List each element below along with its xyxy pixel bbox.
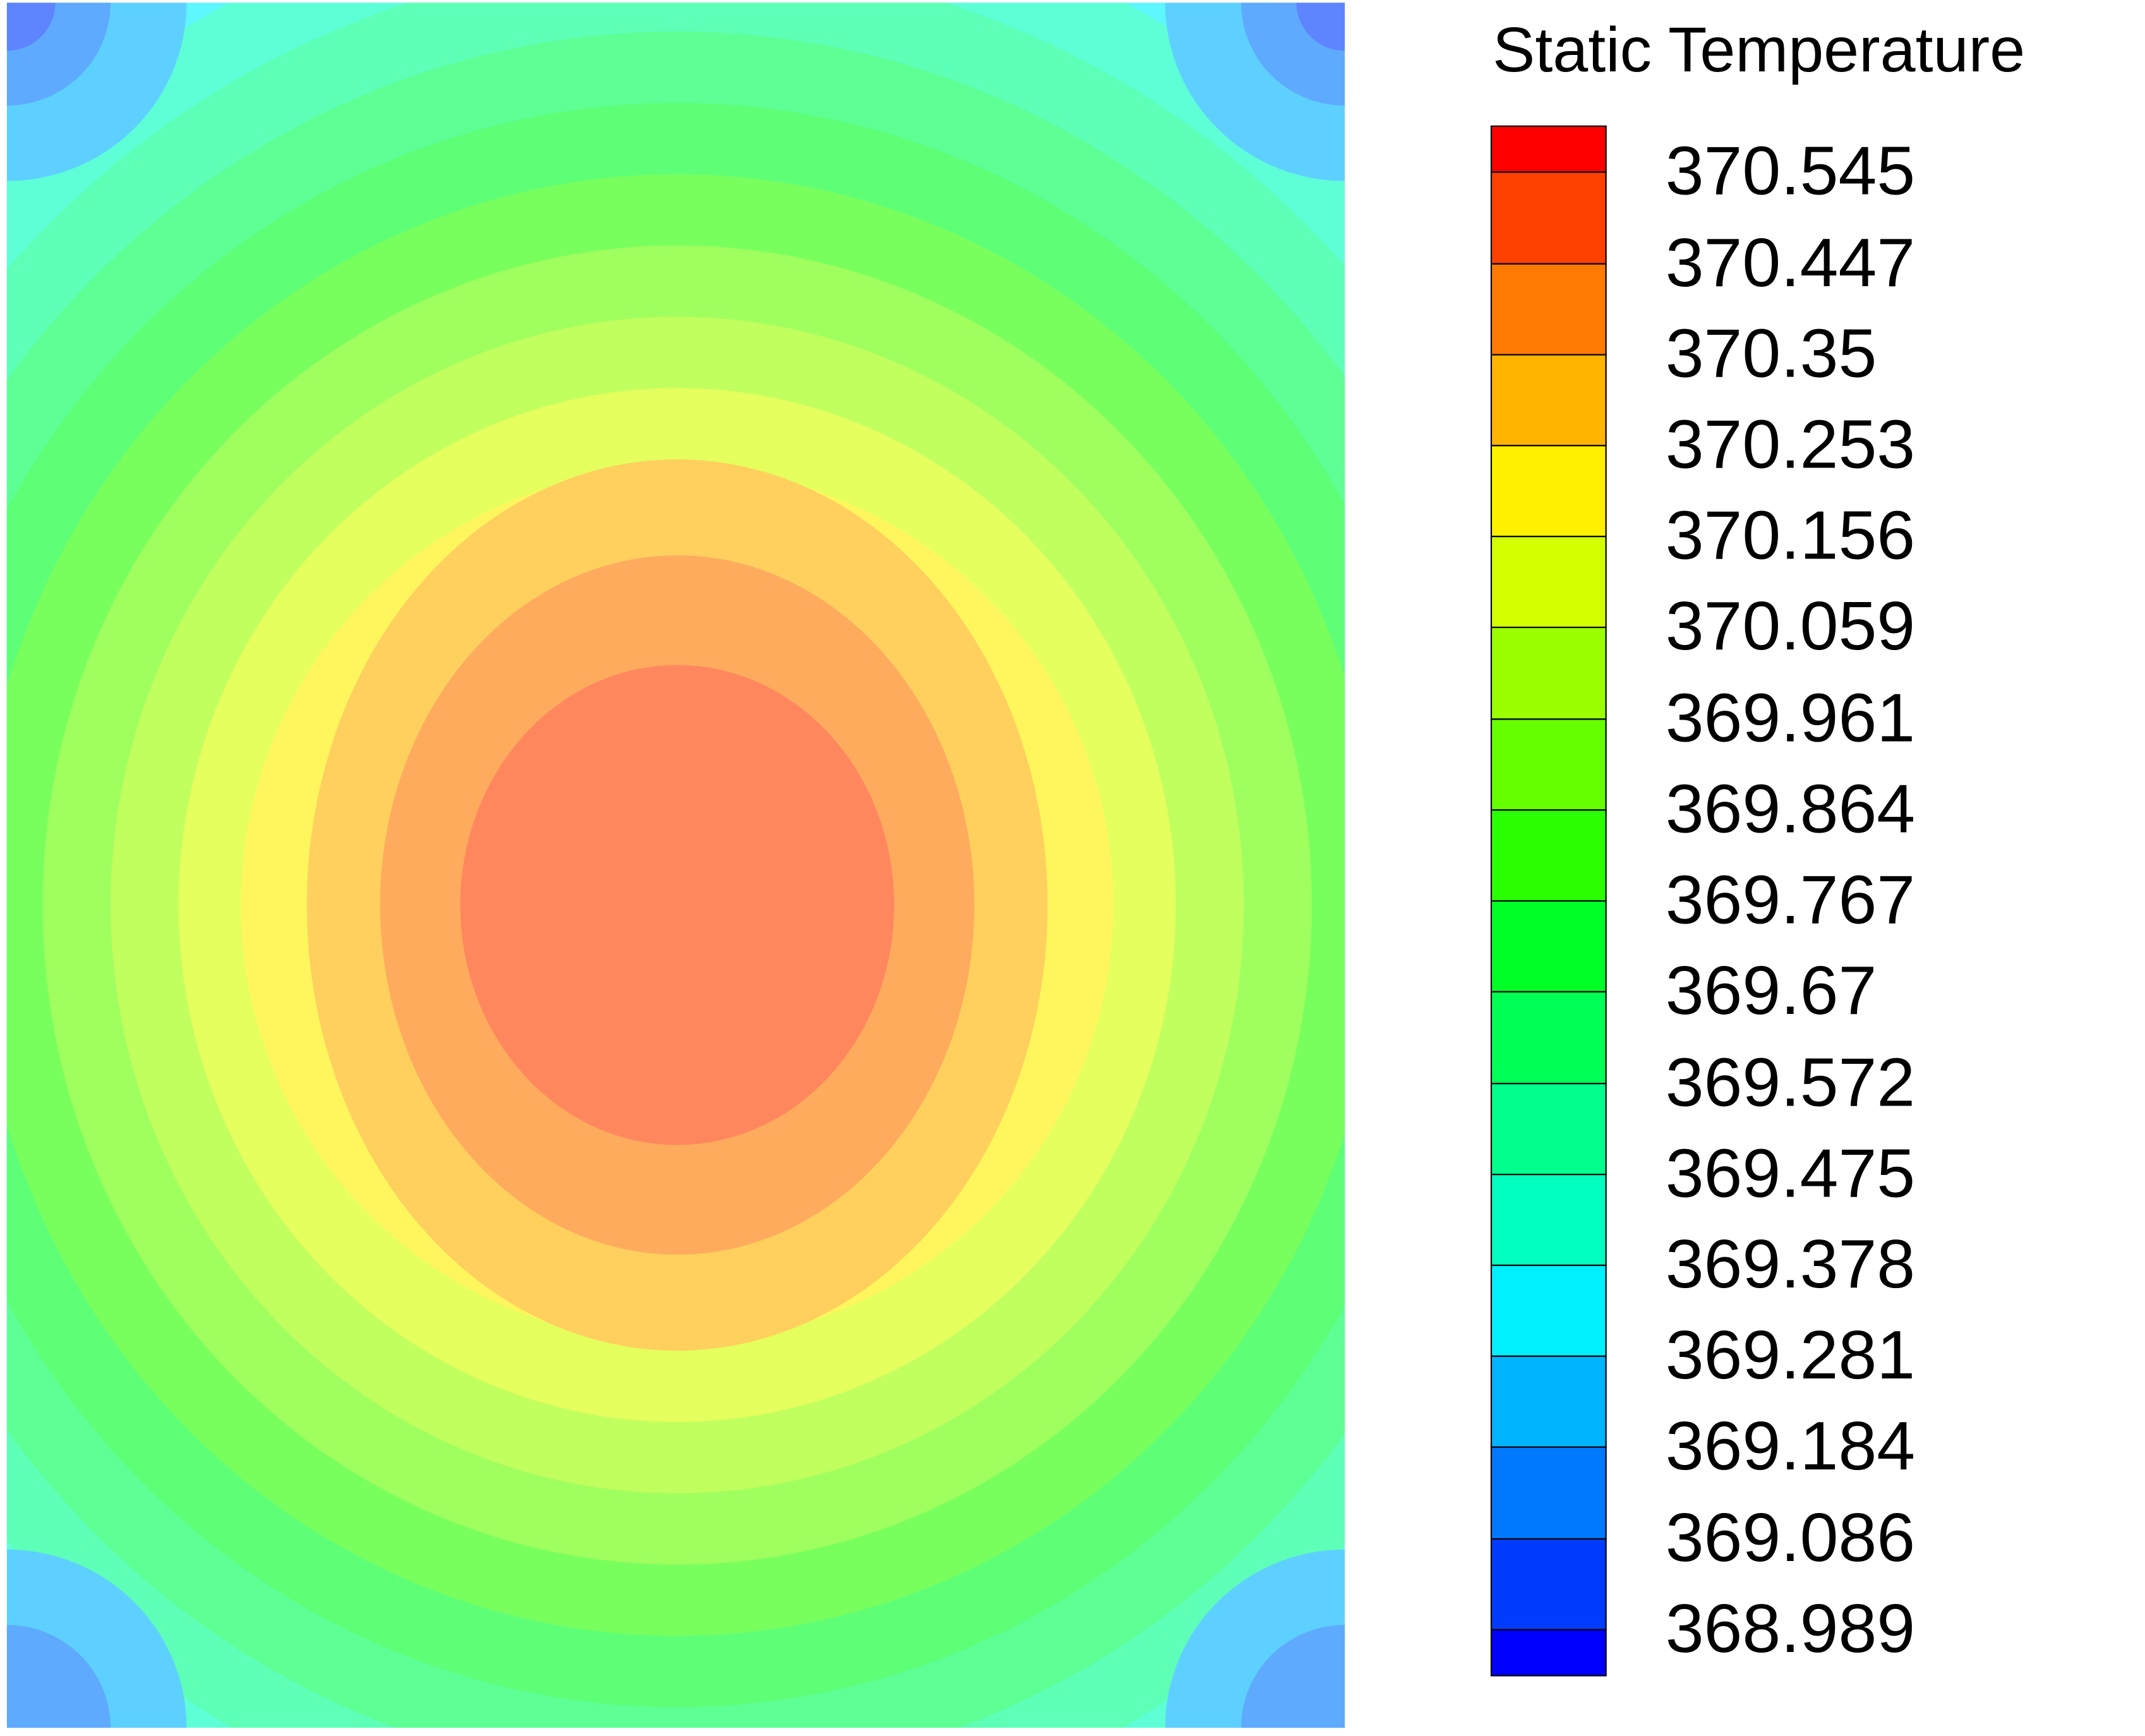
colorbar-segment bbox=[1490, 900, 1607, 993]
colorbar-segment bbox=[1490, 125, 1607, 173]
colorbar-tick-label: 369.281 bbox=[1666, 1317, 1915, 1394]
contour-band bbox=[1241, 1625, 1345, 1728]
contour-band bbox=[460, 665, 894, 1145]
colorbar-segment bbox=[1490, 171, 1607, 265]
colorbar-tick-label: 369.864 bbox=[1666, 771, 1915, 848]
colorbar-segment bbox=[1490, 1355, 1607, 1448]
colorbar-segment bbox=[1490, 1083, 1607, 1176]
colorbar-segment bbox=[1490, 263, 1607, 356]
contour-band bbox=[6, 1625, 111, 1728]
colorbar-tick-label: 369.961 bbox=[1666, 680, 1915, 757]
colorbar-tick-label: 369.184 bbox=[1666, 1407, 1915, 1485]
colorbar-segment bbox=[1490, 1174, 1607, 1267]
colorbar-tick-label: 369.767 bbox=[1666, 862, 1915, 939]
colorbar-segment bbox=[1490, 809, 1607, 902]
contour-field bbox=[6, 3, 1345, 1728]
colorbar-tick-label: 370.156 bbox=[1666, 497, 1915, 574]
colorbar-tick-label: 369.572 bbox=[1666, 1044, 1915, 1121]
colorbar-segment bbox=[1490, 991, 1607, 1085]
colorbar-tick-label: 370.253 bbox=[1666, 406, 1915, 483]
colorbar-segment bbox=[1490, 718, 1607, 811]
colorbar-tick-label: 370.059 bbox=[1666, 588, 1915, 665]
colorbar-segment bbox=[1490, 354, 1607, 447]
contour-band bbox=[6, 3, 56, 51]
colorbar-segment bbox=[1490, 536, 1607, 629]
colorbar: 370.545 370.447 370.35 370.253 370.156 370.05… bbox=[1490, 125, 1915, 1677]
colorbar-tick-label: 369.086 bbox=[1666, 1500, 1915, 1577]
colorbar-tick-label: 370.545 bbox=[1666, 133, 1915, 210]
colorbar-segment bbox=[1490, 1538, 1607, 1631]
colorbar-title: Static Temperature bbox=[1493, 15, 2025, 86]
colorbar-segment bbox=[1490, 1446, 1607, 1540]
colorbar-segment bbox=[1490, 1629, 1607, 1677]
colorbar-tick-label: 370.447 bbox=[1666, 224, 1915, 301]
contour-band bbox=[1296, 3, 1345, 51]
colorbar-tick-label: 370.35 bbox=[1666, 315, 1877, 392]
colorbar-segment bbox=[1490, 1264, 1607, 1357]
colorbar-tick-label: 369.475 bbox=[1666, 1135, 1915, 1212]
colorbar-tick-label: 368.989 bbox=[1666, 1590, 1915, 1667]
colorbar-segment bbox=[1490, 626, 1607, 720]
colorbar-tick-label: 369.378 bbox=[1666, 1226, 1915, 1303]
colorbar-tick-label: 369.67 bbox=[1666, 953, 1877, 1030]
colorbar-segment bbox=[1490, 445, 1607, 538]
